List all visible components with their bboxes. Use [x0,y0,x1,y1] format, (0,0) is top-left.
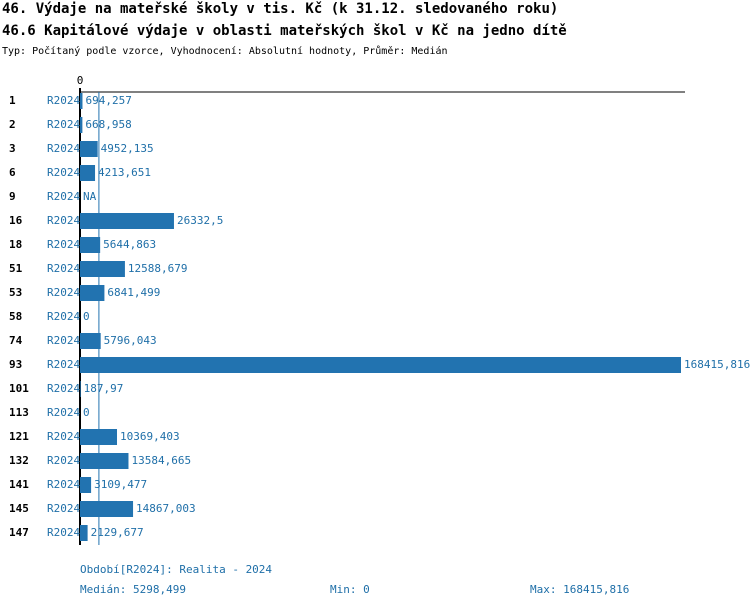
row-label: 93 [9,358,22,371]
row-label: 9 [9,190,16,203]
bar [80,93,83,109]
period-label: R2024 [47,334,80,347]
row-label: 1 [9,94,16,107]
row-label: 6 [9,166,16,179]
value-label: NA [83,190,97,203]
period-note: Období[R2024]: Realita - 2024 [80,563,272,576]
value-label: 13584,665 [131,454,191,467]
period-label: R2024 [47,382,80,395]
period-label: R2024 [47,142,80,155]
bar [80,525,88,541]
period-label: R2024 [47,406,80,419]
bar [80,429,118,445]
bar [80,381,81,397]
value-label: 4213,651 [98,166,151,179]
row-label: 3 [9,142,16,155]
max-label: Max: 168415,816 [530,583,629,596]
value-label: 2129,677 [91,526,144,539]
period-label: R2024 [47,262,80,275]
period-label: R2024 [47,118,80,131]
value-label: 0 [83,406,90,419]
x-tick-label: 0 [77,74,84,87]
row-label: 74 [9,334,23,347]
row-label: 147 [9,526,29,539]
row-label: 121 [9,430,29,443]
row-label: 141 [9,478,29,491]
row-label: 18 [9,238,22,251]
bar [80,141,98,157]
period-label: R2024 [47,358,80,371]
value-label: 14867,003 [136,502,196,515]
bar [80,165,96,181]
row-label: 2 [9,118,16,131]
chart-title: 46. Výdaje na mateřské školy v tis. Kč (… [2,1,558,17]
value-label: 168415,816 [684,358,750,371]
period-label: R2024 [47,310,80,323]
row-label: 53 [9,286,22,299]
value-label: 668,958 [85,118,131,131]
bar [80,501,134,517]
value-label: 5644,863 [103,238,156,251]
row-label: 132 [9,454,29,467]
value-label: 3109,477 [94,478,147,491]
row-label: 51 [9,262,23,275]
chart-subtitle: 46.6 Kapitálové výdaje v oblasti mateřsk… [2,23,567,39]
period-label: R2024 [47,454,80,467]
bar [80,213,174,229]
bar [80,357,681,373]
period-label: R2024 [47,190,80,203]
min-label: Min: 0 [330,583,370,596]
bar [80,237,101,253]
row-label: 58 [9,310,22,323]
bar [80,477,92,493]
value-label: 694,257 [85,94,131,107]
value-label: 0 [83,310,90,323]
value-label: 6841,499 [107,286,160,299]
median-label: Medián: 5298,499 [80,583,186,596]
value-label: 10369,403 [120,430,180,443]
bar [80,117,83,133]
period-label: R2024 [47,502,80,515]
bar [80,285,105,301]
row-label: 113 [9,406,29,419]
period-label: R2024 [47,526,80,539]
row-label: 16 [9,214,23,227]
period-label: R2024 [47,430,80,443]
period-label: R2024 [47,286,80,299]
row-label: 145 [9,502,29,515]
value-label: 26332,5 [177,214,223,227]
period-label: R2024 [47,214,80,227]
period-label: R2024 [47,238,80,251]
row-label: 101 [9,382,29,395]
value-label: 5796,043 [104,334,157,347]
period-label: R2024 [47,166,80,179]
period-label: R2024 [47,478,80,491]
value-label: 4952,135 [101,142,154,155]
bar [80,453,129,469]
period-label: R2024 [47,94,80,107]
value-label: 187,97 [84,382,124,395]
bar [80,261,125,277]
description: Typ: Počítaný podle vzorce, Vyhodnocení:… [2,45,448,57]
value-label: 12588,679 [128,262,188,275]
bar [80,333,101,349]
